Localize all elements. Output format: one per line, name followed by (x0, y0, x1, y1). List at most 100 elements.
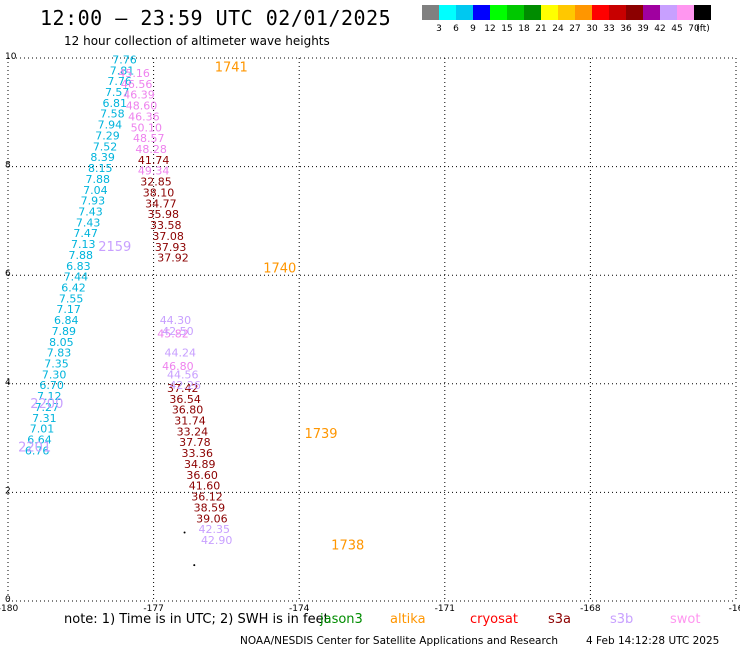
data-point-s3a: 34.77 (145, 197, 177, 210)
data-point-jason3: 7.76 (107, 75, 132, 88)
chart-annotations: 1741 1740 1739 1738 2159 2200 2201 (18, 61, 364, 554)
data-point-s3a: 41.74 (138, 154, 170, 167)
data-point-swot: 48.57 (133, 132, 165, 145)
colorbar-swatch (507, 5, 524, 20)
track-dot (183, 531, 186, 534)
colorbar-label: 30 (586, 24, 598, 34)
colorbar-swatch (422, 5, 439, 20)
colorbar-label: 70 (688, 24, 700, 34)
y-tick-label: 8 (5, 161, 11, 171)
colorbar-swatch (609, 5, 626, 20)
data-point-jason3: 7.44 (64, 271, 89, 284)
data-point-jason3: 7.43 (78, 205, 103, 218)
data-point-jason3: 7.52 (93, 140, 118, 153)
data-point-swot: 46.36 (128, 110, 160, 123)
data-point-jason3: 6.81 (103, 97, 128, 110)
colorbar-label: 18 (518, 24, 530, 34)
data-point-jason3: 7.94 (98, 119, 123, 132)
data-point-jason3: 7.04 (83, 184, 108, 197)
data-point-jason3: 6.83 (66, 260, 91, 273)
colorbar-swatch (592, 5, 609, 20)
colorbar-label: 45 (671, 24, 682, 34)
legend-altika: altika (390, 612, 426, 627)
data-point-jason3: 7.12 (37, 390, 62, 403)
data-point-s3a: 33.36 (182, 447, 214, 460)
data-point-s3a: 31.74 (174, 415, 206, 428)
data-point-swot: 45.16 (118, 67, 150, 80)
legend-s3a: s3a (548, 612, 572, 627)
colorbar-swatch (694, 5, 711, 20)
data-point-jason3: 7.76 (112, 53, 137, 66)
data-point-s3a: 41.60 (189, 480, 221, 493)
colorbar-label: 33 (603, 24, 614, 34)
data-point-swot: 50.10 (131, 121, 163, 134)
y-tick-label: 6 (5, 269, 11, 279)
data-point-s3a: 36.54 (169, 393, 201, 406)
colorbar-swatch (541, 5, 558, 20)
colorbar-label: 15 (501, 24, 512, 34)
data-point-jason3: 7.88 (86, 173, 111, 186)
chart-subtitle: 12 hour collection of altimeter wave hei… (64, 34, 330, 48)
data-point-jason3: 7.17 (56, 303, 81, 316)
colorbar-label: 3 (436, 24, 442, 34)
data-point-swot: 48.28 (135, 143, 167, 156)
y-tick-label: 10 (5, 52, 17, 62)
colorbar-label: (ft) (696, 24, 710, 34)
colorbar-label: 42 (654, 24, 665, 34)
data-point-jason3: 7.55 (59, 292, 84, 305)
colorbar-swatch (524, 5, 541, 20)
x-tick-label: -16 (729, 604, 740, 614)
colorbar-swatch (660, 5, 677, 20)
data-point-jason3: 7.47 (73, 227, 98, 240)
data-point-s3a: 35.98 (148, 208, 180, 221)
colorbar-label: 36 (620, 24, 632, 34)
data-point-jason3: 6.84 (54, 314, 79, 327)
data-point-s3a: 39.06 (196, 512, 228, 525)
data-point-s3a: 38.59 (194, 501, 226, 514)
footer-credit: NOAA/NESDIS Center for Satellite Applica… (240, 635, 558, 647)
data-point-s3b: 44.30 (160, 314, 192, 327)
track-dot (193, 564, 196, 567)
data-point-jason3: 7.88 (69, 249, 94, 262)
data-point-jason3: 6.64 (27, 434, 52, 447)
data-point-jason3: 7.35 (44, 358, 69, 371)
data-point-jason3: 7.57 (105, 86, 130, 99)
data-point-s3a: 37.08 (152, 230, 184, 243)
data-point-jason3: 7.31 (32, 412, 57, 425)
colorbar-swatch (643, 5, 660, 20)
data-point-jason3: 6.70 (39, 379, 64, 392)
colorbar-label: 27 (569, 24, 580, 34)
data-point-s3b: 42.26 (169, 379, 201, 392)
note-overlap-legend: jason3 (320, 612, 363, 627)
data-point-s3a: 33.24 (177, 425, 209, 438)
data-point-jason3: 7.01 (30, 423, 55, 436)
colorbar-label: 24 (552, 24, 564, 34)
data-point-swot: 48.60 (126, 100, 158, 113)
data-point-s3a: 33.58 (150, 219, 182, 232)
colorbar-swatch (439, 5, 456, 20)
note-text: note: 1) Time is in UTC; 2) SWH is in fe… (64, 612, 329, 627)
y-tick-label: 2 (5, 486, 11, 496)
colorbar-swatch (558, 5, 575, 20)
colorbar-swatch (456, 5, 473, 20)
data-point-s3a: 38.10 (143, 186, 175, 199)
data-point-s3a: 37.92 (157, 252, 189, 265)
data-point-jason3: 6.76 (25, 444, 50, 457)
data-point-s3a: 37.78 (179, 436, 211, 449)
colorbar-swatch (473, 5, 490, 20)
track-label: 2159 (98, 240, 131, 255)
legend-swot: swot (670, 612, 701, 627)
legend-cryosat: cryosat (470, 612, 518, 627)
x-tick-label: -174 (289, 604, 310, 614)
colorbar-swatch (626, 5, 643, 20)
chart-grid (7, 57, 737, 602)
x-tick-label: -180 (0, 604, 18, 614)
data-point-jason3: 7.43 (76, 216, 101, 229)
colorbar-swatch (490, 5, 507, 20)
track-label: 1741 (215, 61, 248, 76)
data-point-jason3: 7.89 (52, 325, 77, 338)
track-label: 2200 (30, 397, 63, 412)
legend-s3b: s3b (610, 612, 634, 627)
data-point-s3a: 36.12 (191, 491, 223, 504)
